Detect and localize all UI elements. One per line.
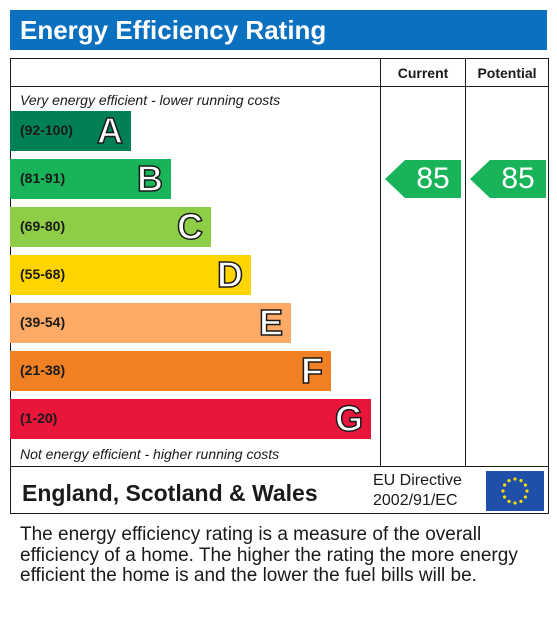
band-f: (21-38) F: [10, 349, 331, 392]
footer-divider: [10, 466, 549, 467]
current-rating-value: 85: [416, 162, 450, 195]
band-letter: E: [258, 301, 284, 344]
band-range-label: (55-68): [20, 266, 66, 282]
eu-directive-line1: EU Directive: [373, 472, 462, 489]
band-d: (55-68) D: [10, 253, 251, 296]
band-letter: D: [216, 253, 244, 296]
band-g: (1-20) G: [10, 397, 371, 440]
current-column-header: Current: [397, 65, 449, 81]
band-range-label: (1-20): [20, 410, 58, 426]
band-letter: G: [334, 397, 364, 440]
band-letter: C: [176, 205, 204, 248]
band-a: (92-100) A: [10, 109, 131, 152]
band-letter: A: [96, 109, 124, 152]
band-range-label: (69-80): [20, 218, 66, 234]
header-divider: [10, 86, 549, 87]
band-letter: B: [136, 157, 164, 200]
top-note: Very energy efficient - lower running co…: [20, 92, 281, 108]
band-e: (39-54) E: [10, 301, 291, 344]
band-c: (69-80) C: [10, 205, 211, 248]
band-range-label: (21-38): [20, 362, 66, 378]
band-range-label: (39-54): [20, 314, 66, 330]
region-label: England, Scotland & Wales: [22, 480, 318, 506]
current-rating-marker: 85: [385, 160, 461, 198]
bottom-note: Not energy efficient - higher running co…: [20, 446, 280, 462]
description-text: The energy efficiency rating is a measur…: [20, 524, 518, 586]
band-letter: F: [300, 349, 324, 392]
potential-rating-value: 85: [501, 162, 535, 195]
title-bar: Energy Efficiency Rating: [10, 10, 547, 50]
potential-rating-marker: 85: [470, 160, 546, 198]
page-title: Energy Efficiency Rating: [20, 15, 327, 45]
eu-directive-line2: 2002/91/EC: [373, 492, 458, 509]
potential-column-header: Potential: [477, 65, 537, 81]
current-column-divider: [380, 58, 381, 467]
band-b: (81-91) B: [10, 157, 171, 200]
eu-flag-icon: [486, 471, 544, 511]
eu-directive: EU Directive 2002/91/EC: [373, 471, 462, 511]
potential-column-divider: [465, 58, 466, 467]
band-range-label: (81-91): [20, 170, 66, 186]
band-range-label: (92-100): [20, 122, 73, 138]
